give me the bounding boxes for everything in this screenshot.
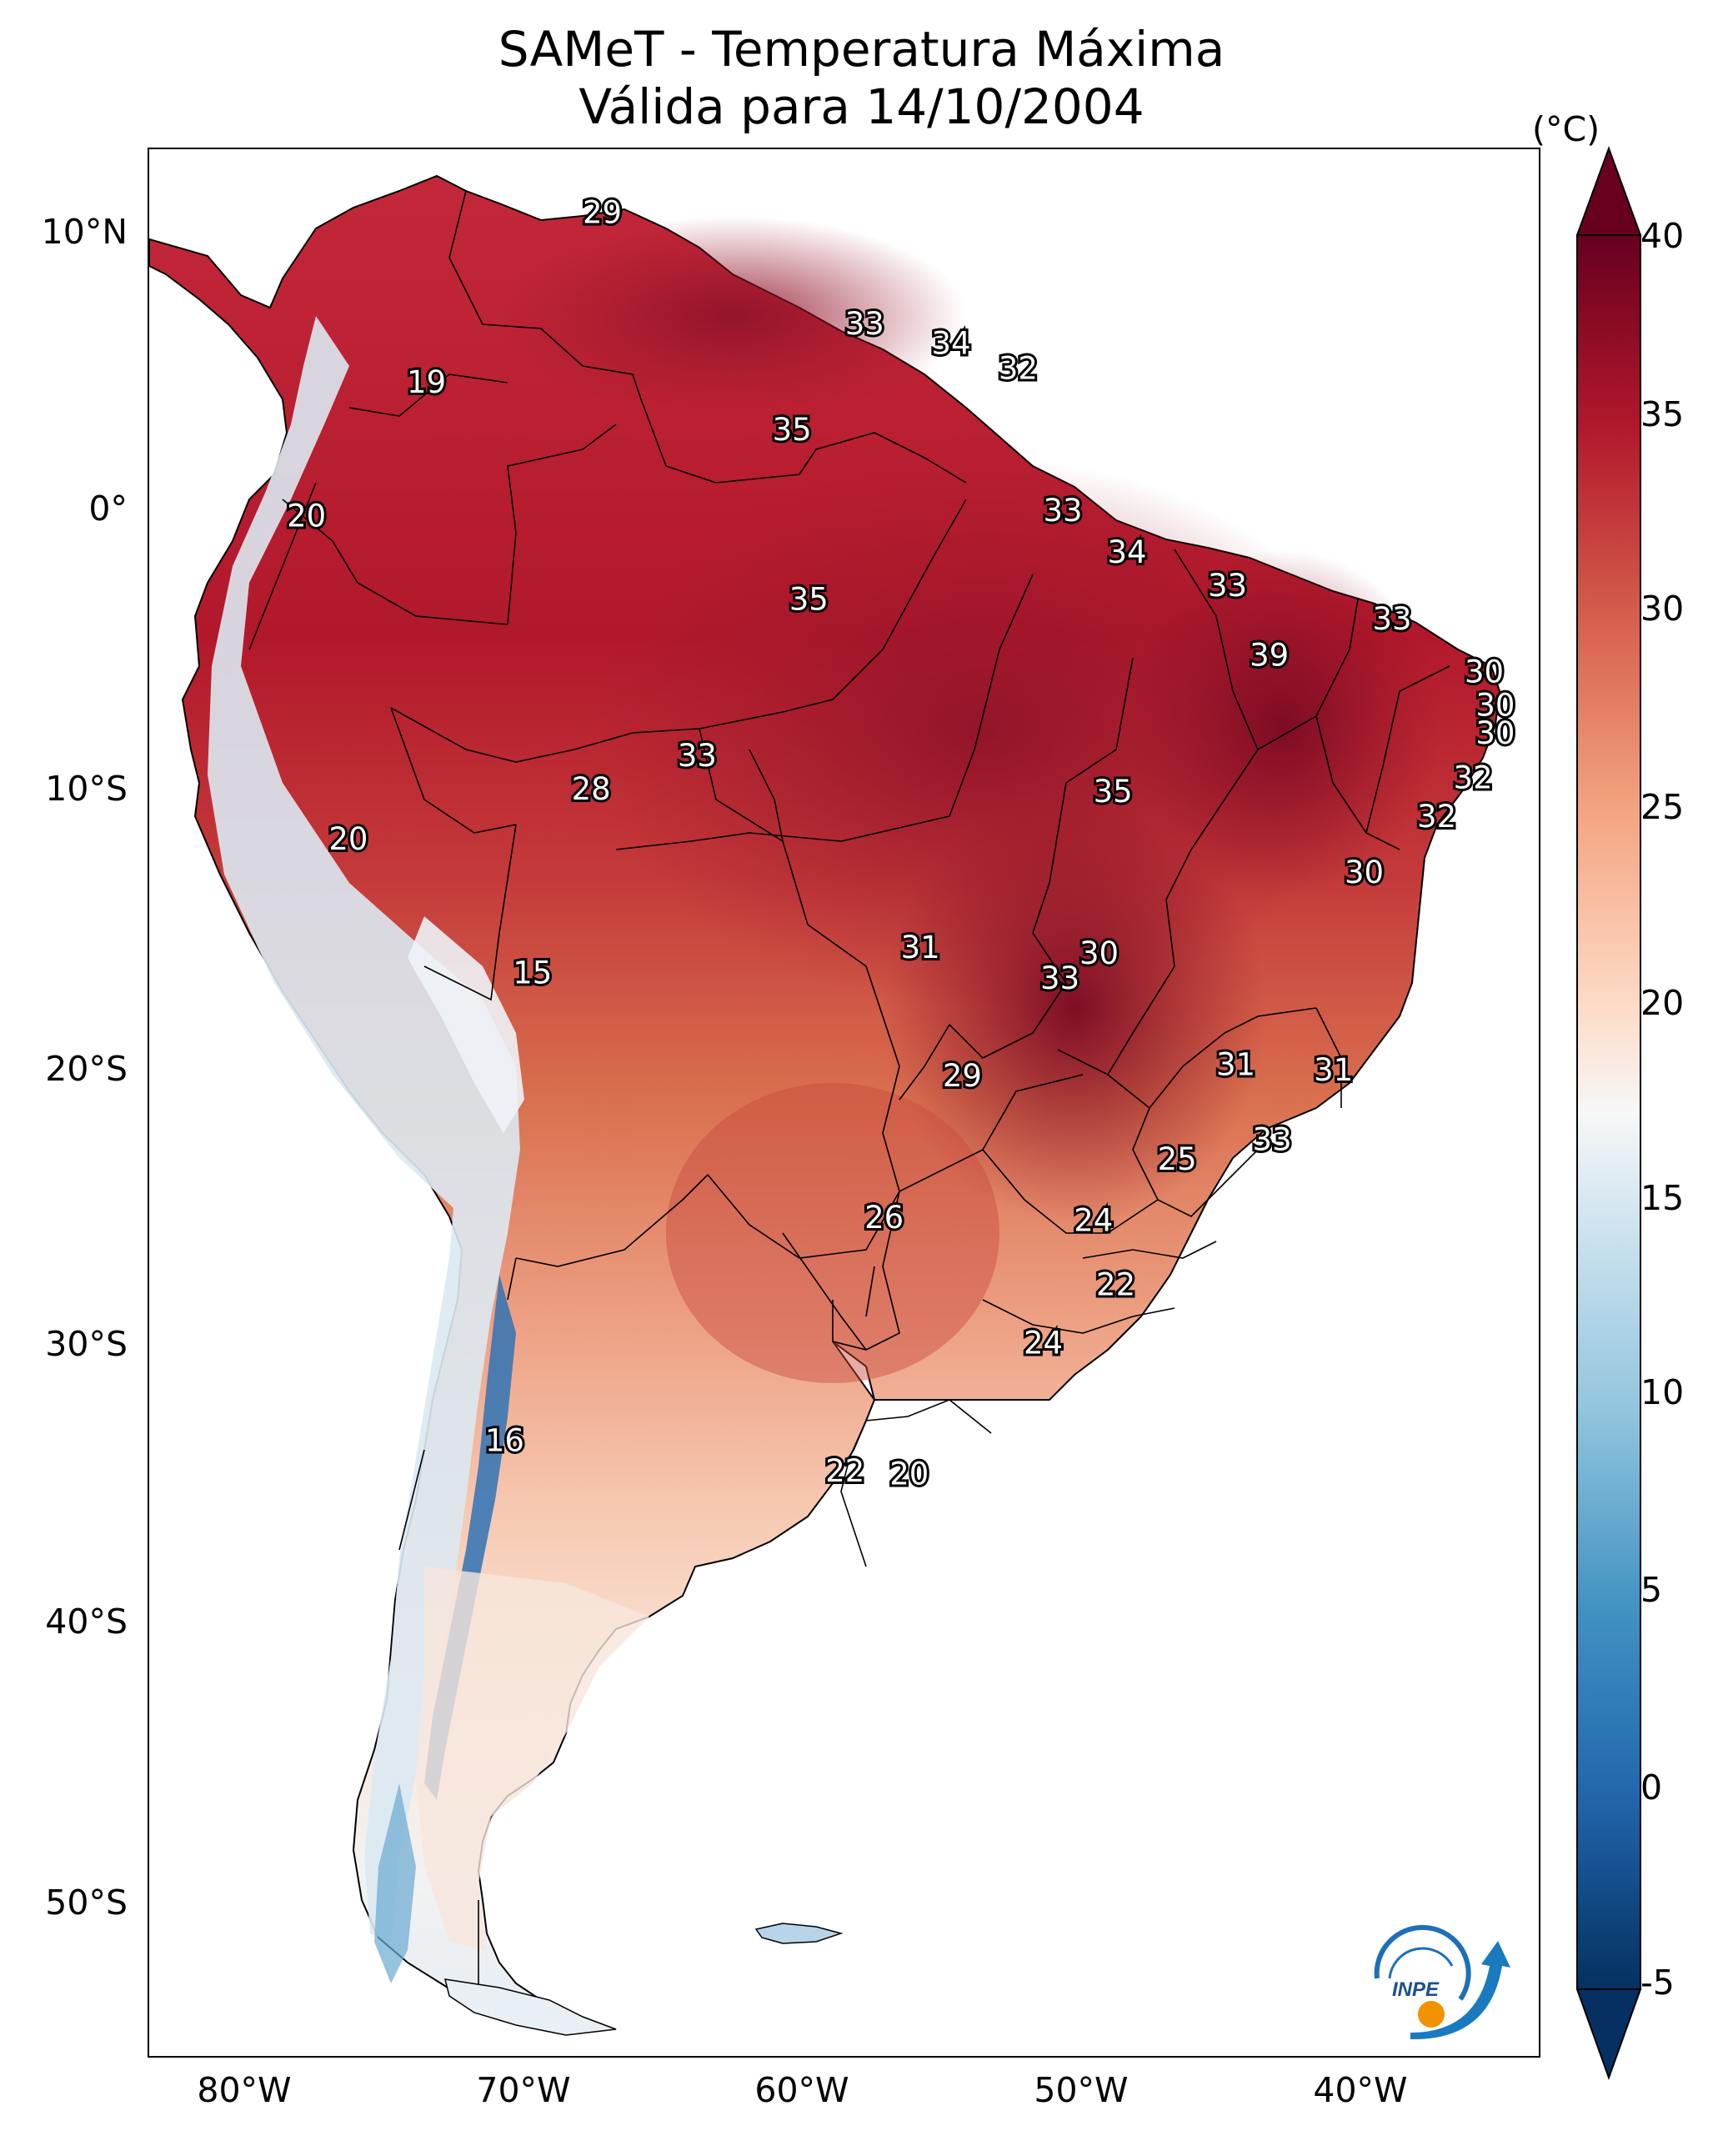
- map-title-line-2: Válida para 14/10/2004: [579, 78, 1144, 135]
- lat-label-0: 0°: [88, 489, 128, 529]
- temperature-value-label: 28: [572, 771, 611, 807]
- inpe-logo: INPE: [1374, 1924, 1510, 2040]
- altiplano-cool: [408, 916, 524, 1133]
- temperature-value-label: 29: [943, 1058, 982, 1094]
- temperature-value-label: 16: [485, 1422, 524, 1458]
- temperature-value-label: 33: [1043, 493, 1082, 529]
- colorbar-tick-15: 15: [1640, 1178, 1685, 1218]
- temperature-value-label: 31: [1216, 1047, 1255, 1083]
- temperature-value-label: 20: [287, 499, 326, 534]
- inpe-logo-inner-orbit: [1388, 1947, 1454, 1979]
- temperature-value-label: 33: [845, 306, 884, 342]
- tierra-del-fuego: [443, 1978, 617, 2036]
- temperature-value-label: 30: [1465, 654, 1504, 690]
- colorbar-scale: [1576, 234, 1641, 1990]
- lon-label-80w: 80°W: [197, 2070, 292, 2110]
- inpe-logo-text: INPE: [1392, 1978, 1440, 2001]
- temperature-value-label: 31: [901, 930, 940, 965]
- temperature-value-label: 32: [1454, 760, 1493, 796]
- lon-label-70w: 70°W: [476, 2070, 571, 2110]
- lon-label-60w: 60°W: [754, 2070, 849, 2110]
- temperature-value-label: 24: [1024, 1326, 1063, 1361]
- warm-area-chaco: [666, 1083, 999, 1383]
- temperature-value-label: 25: [1158, 1141, 1197, 1177]
- temperature-value-label: 31: [1314, 1052, 1353, 1088]
- andes-cool-band: [208, 316, 520, 1942]
- temperature-value-label: 30: [1475, 715, 1515, 751]
- hot-area-northeast: [1124, 549, 1441, 900]
- inpe-logo-arrow: [1410, 1941, 1510, 2040]
- temperature-value-label: 33: [1372, 601, 1411, 637]
- temperature-value-label: 30: [1475, 688, 1515, 724]
- colorbar: [1575, 146, 1642, 2080]
- colorbar-tick-10: 10: [1640, 1372, 1685, 1412]
- map-panel: 29 33 34 32 19 35 20 33 34 33 35 33 39 30 30 30 33 32 28 35…: [148, 148, 1540, 2058]
- hot-area-central-brazil: [883, 791, 1266, 1225]
- temperature-value-label: 15: [513, 955, 552, 990]
- colorbar-tick-5: 5: [1640, 1570, 1663, 1610]
- falkland-islands: [754, 1923, 844, 1944]
- lat-label-20s: 20°S: [45, 1049, 128, 1089]
- temperature-value-label: 22: [1096, 1266, 1135, 1302]
- temperature-value-label: 35: [789, 582, 829, 618]
- temperature-value-label: 33: [1040, 960, 1079, 996]
- lon-label-50w: 50°W: [1034, 2070, 1129, 2110]
- temperature-value-label: 35: [1094, 774, 1133, 810]
- colorbar-tick-40: 40: [1640, 216, 1685, 256]
- colorbar-unit: (°C): [1532, 109, 1600, 149]
- map-title-line-1: SAMeT - Temperatura Máxima: [498, 21, 1225, 78]
- lat-label-50s: 50°S: [45, 1883, 128, 1923]
- temperature-value-label: 32: [999, 351, 1038, 387]
- temperature-value-label: 19: [407, 364, 446, 400]
- colorbar-tick-0: 0: [1640, 1767, 1663, 1808]
- colorbar-tick-25: 25: [1640, 787, 1685, 827]
- temperature-value-label: 34: [1107, 534, 1146, 570]
- temperature-value-label: 26: [864, 1200, 904, 1236]
- lat-label-40s: 40°S: [45, 1602, 128, 1642]
- temperature-value-label: 34: [931, 325, 970, 361]
- lat-label-10s: 10°S: [45, 769, 128, 809]
- temperature-value-label: 33: [1208, 568, 1247, 604]
- temperature-value-label: 20: [328, 821, 368, 857]
- colorbar-tick-minus-5: -5: [1640, 1963, 1675, 2003]
- inpe-logo-orbit: [1374, 1924, 1471, 2001]
- colorbar-max-arrow: [1575, 146, 1642, 236]
- temperature-value-label: 39: [1250, 638, 1289, 674]
- temperature-value-label: 33: [1253, 1122, 1292, 1158]
- temperature-value-label: 30: [1345, 855, 1384, 890]
- andes-cold-south: [374, 1783, 416, 1983]
- temperature-value-label: 33: [678, 738, 717, 774]
- temperature-value-label: 22: [825, 1453, 864, 1489]
- lon-label-40w: 40°W: [1313, 2070, 1408, 2110]
- colorbar-min-arrow: [1575, 1988, 1642, 2080]
- colorbar-tick-30: 30: [1640, 589, 1685, 629]
- colorbar-tick-20: 20: [1640, 983, 1685, 1023]
- lat-label-30s: 30°S: [45, 1324, 128, 1364]
- temperature-value-label: 20: [889, 1457, 929, 1492]
- temperature-value-label: 30: [1079, 935, 1119, 971]
- lat-label-10n: 10°N: [41, 212, 128, 252]
- patagonia-light: [416, 1567, 649, 1950]
- temperature-value-label: 35: [773, 412, 812, 448]
- temperature-value-label: 24: [1074, 1203, 1113, 1239]
- country-borders: [248, 190, 1450, 2008]
- inpe-logo-dot: [1418, 2001, 1445, 2028]
- temperature-value-label: 29: [583, 195, 622, 231]
- hot-area-venezuela: [499, 216, 966, 416]
- temperature-value-label: 32: [1417, 799, 1456, 835]
- colorbar-tick-35: 35: [1640, 394, 1685, 434]
